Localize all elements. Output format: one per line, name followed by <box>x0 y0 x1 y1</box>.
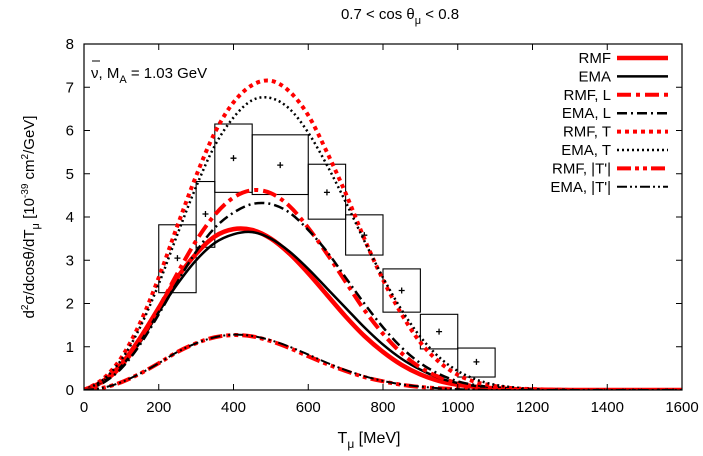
data-box <box>457 347 496 378</box>
y-tick-label: 5 <box>66 166 74 183</box>
x-tick-label: 1600 <box>665 399 698 416</box>
x-tick-label: 600 <box>296 399 321 416</box>
data-point <box>202 210 209 217</box>
chart-title: 0.7 < cos θμ < 0.8 <box>341 6 459 27</box>
data-point <box>174 255 181 262</box>
legend-label: RMF, T <box>563 124 611 141</box>
data-box <box>419 313 459 350</box>
y-tick-label: 1 <box>66 339 74 356</box>
x-tick-label: 200 <box>146 399 171 416</box>
axis-ticks: 0 200 400 600 800 1000 1200 1400 1600 0 1 2 3 4 5 6 7 8 <box>66 36 699 416</box>
legend-label: EMA, T <box>561 142 611 159</box>
y-tick-label: 2 <box>66 296 74 313</box>
svg-text:ν, MA = 1.03 GeV: ν, MA = 1.03 GeV <box>91 65 207 86</box>
data-point <box>277 162 284 169</box>
y-tick-label: 6 <box>66 123 74 140</box>
data-point <box>230 155 237 162</box>
y-tick-label: 7 <box>66 79 74 96</box>
y-tick-label: 0 <box>66 382 74 399</box>
legend-label: RMF, |T'| <box>552 160 611 177</box>
model-curves <box>84 78 682 390</box>
data-box <box>195 180 216 248</box>
x-tick-label: 0 <box>80 399 88 416</box>
legend-label: EMA, L <box>562 105 611 122</box>
legend-label: RMF <box>579 50 612 67</box>
data-box <box>345 214 384 256</box>
y-tick-label: 8 <box>66 36 74 53</box>
y-axis-label: d2σ/dcosθ/dTμ [10-39 cm2/GeV] <box>20 116 42 319</box>
legend-label: EMA, |T'| <box>550 179 611 196</box>
data-point <box>436 328 443 335</box>
legend-label: RMF, L <box>563 87 611 104</box>
x-tick-label: 800 <box>370 399 395 416</box>
y-tick-label: 3 <box>66 252 74 269</box>
series-line-5 <box>84 96 682 390</box>
legend-label: EMA <box>578 68 611 85</box>
annotation: ν, MA = 1.03 GeV <box>91 60 207 86</box>
data-point <box>323 189 330 196</box>
x-tick-label: 1000 <box>441 399 474 416</box>
y-tick-label: 4 <box>66 209 74 226</box>
series-line-7 <box>84 333 682 390</box>
x-axis-label: Tμ [MeV] <box>338 430 401 451</box>
data-point <box>398 287 405 294</box>
x-tick-label: 1400 <box>591 399 624 416</box>
x-tick-label: 1200 <box>516 399 549 416</box>
x-tick-label: 400 <box>221 399 246 416</box>
data-point <box>473 358 480 365</box>
